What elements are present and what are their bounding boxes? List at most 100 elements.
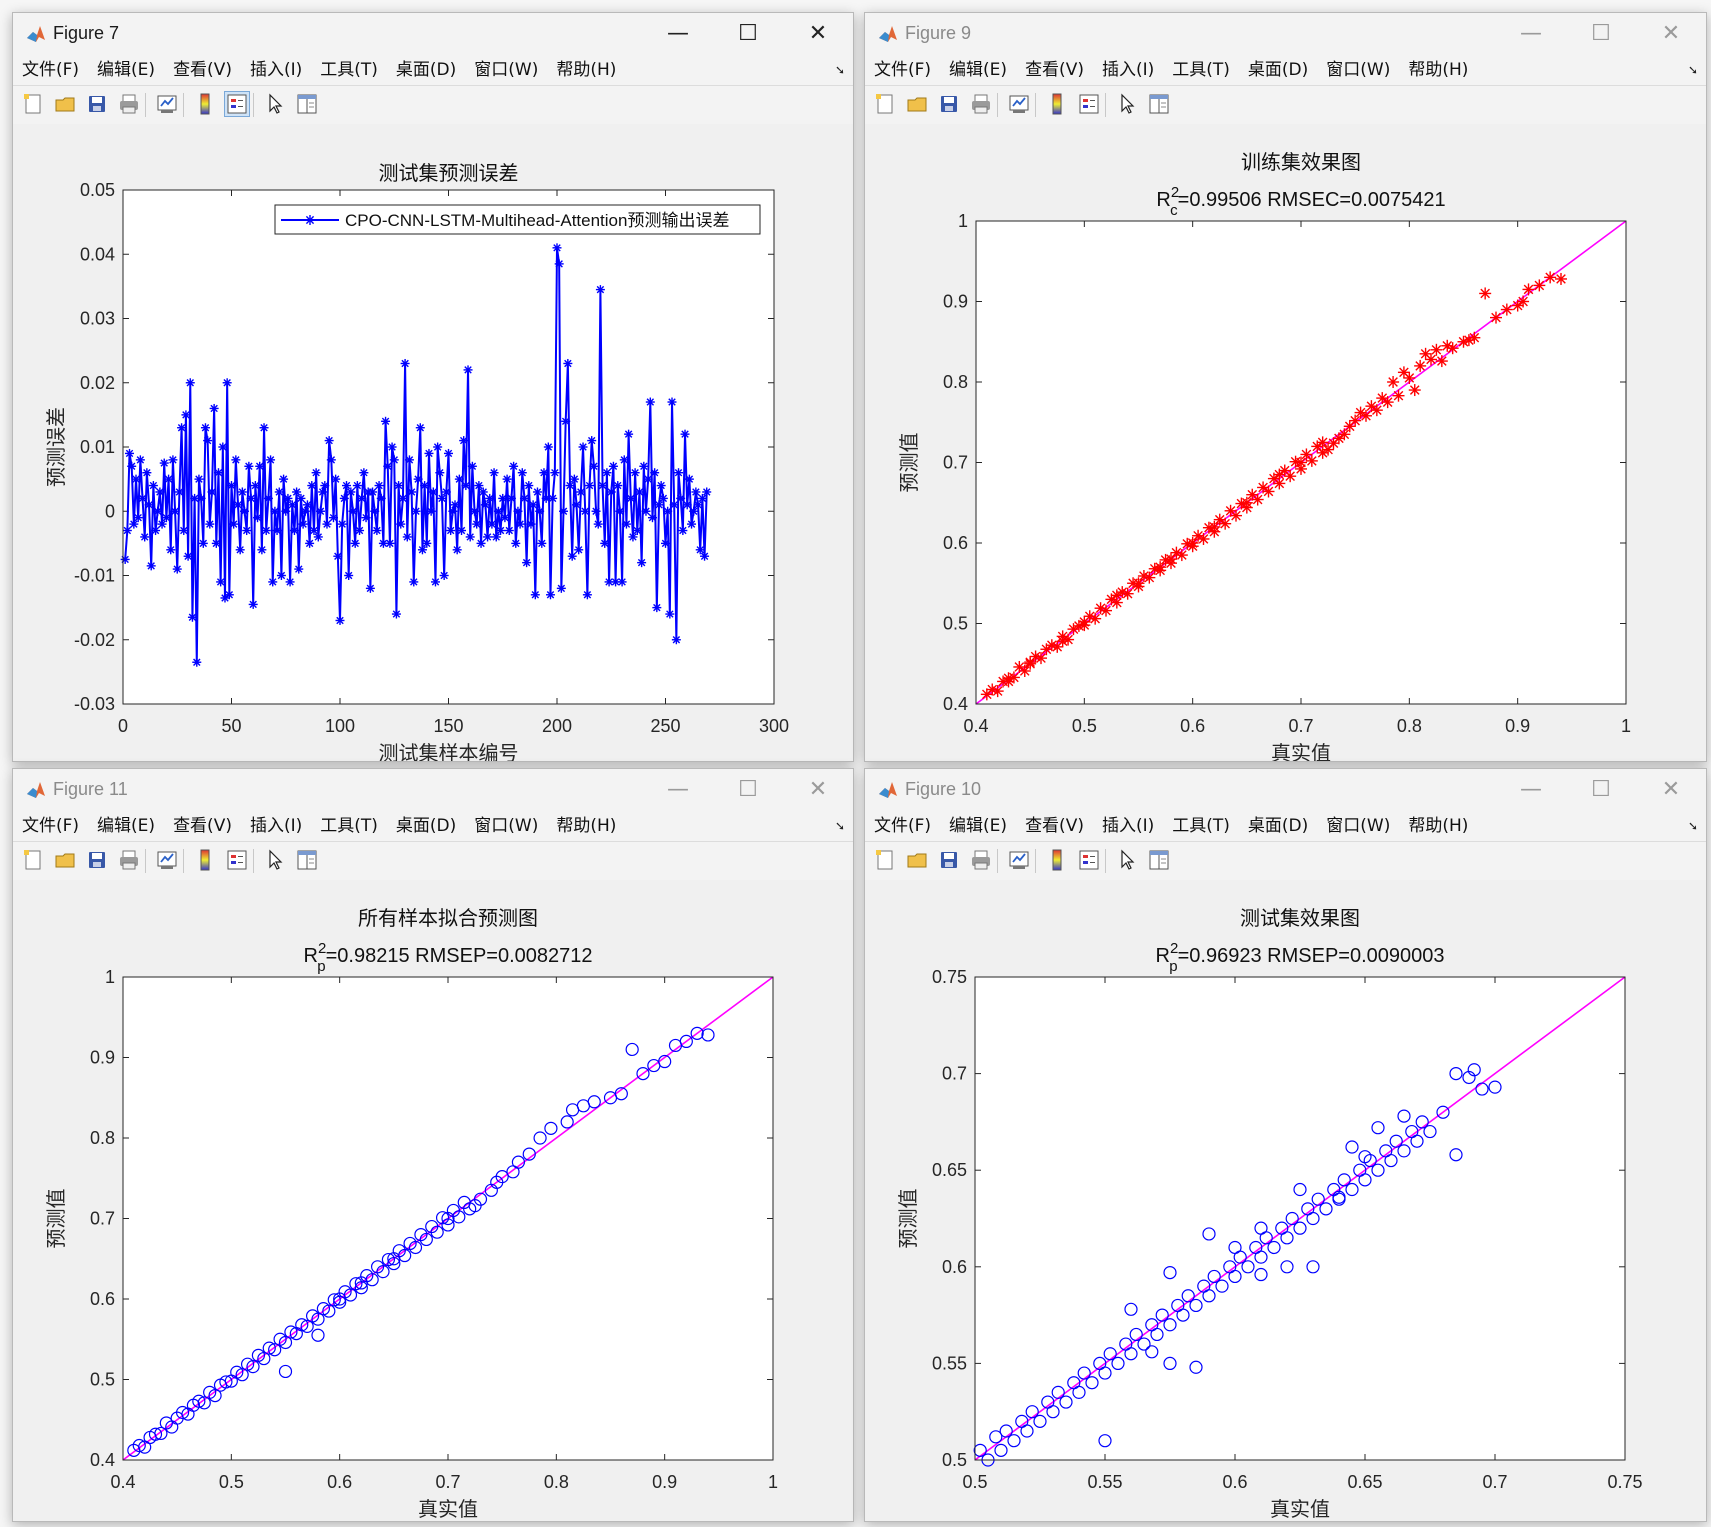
menu-item[interactable]: 帮助(H) [556,816,617,836]
menu-item[interactable]: 窗口(W) [1326,816,1391,836]
menu-item[interactable]: 桌面(D) [1247,816,1309,836]
menu-item[interactable]: 插入(I) [1101,60,1155,80]
menu-item[interactable]: 编辑(E) [97,60,156,80]
edit-plot-arrow-icon[interactable] [263,92,287,116]
menubar-overflow-icon[interactable]: ➘ [834,63,845,77]
menu-item[interactable]: 查看(V) [173,816,232,836]
menu-item[interactable]: 查看(V) [173,60,232,80]
menu-item[interactable]: 查看(V) [1025,60,1084,80]
property-inspector-icon[interactable] [295,848,319,872]
menu-item[interactable]: 窗口(W) [1326,60,1391,80]
menubar-overflow-icon[interactable]: ➘ [834,819,845,833]
print-icon[interactable] [117,92,141,116]
open-file-icon[interactable] [905,848,929,872]
figure-10-window[interactable]: Figure 10 — ☐ ✕ 文件(F) 编辑(E) 查看(V) 插入(I) 工具(T… [864,768,1707,1522]
menu-item[interactable]: 查看(V) [1025,816,1084,836]
minimize-button[interactable]: — [667,21,689,46]
minimize-button[interactable]: — [1520,21,1542,46]
save-icon[interactable] [85,848,109,872]
data-point-circle [1449,1148,1463,1162]
close-button[interactable]: ✕ [1661,777,1681,802]
maximize-button[interactable]: ☐ [738,21,758,46]
link-plot-icon[interactable] [1007,848,1031,872]
menu-item[interactable]: 编辑(E) [949,60,1008,80]
edit-plot-arrow-icon[interactable] [263,848,287,872]
link-plot-icon[interactable] [155,92,179,116]
figure-11-titlebar[interactable]: Figure 11 — ☐ ✕ [13,769,853,811]
menu-item[interactable]: 桌面(D) [395,60,457,80]
close-button[interactable]: ✕ [1661,21,1681,46]
new-figure-icon[interactable] [21,848,45,872]
minimize-button[interactable]: — [667,777,689,802]
print-icon[interactable] [117,848,141,872]
save-icon[interactable] [85,92,109,116]
menu-item[interactable]: 插入(I) [249,816,303,836]
menu-item[interactable]: 编辑(E) [949,816,1008,836]
data-point-asterisk [472,519,482,529]
property-inspector-icon[interactable] [295,92,319,116]
menu-item[interactable]: 文件(F) [22,60,80,80]
save-icon[interactable] [937,848,961,872]
menu-item[interactable]: 桌面(D) [395,816,457,836]
colorbar-icon[interactable] [1045,848,1069,872]
menu-item[interactable]: 帮助(H) [556,60,617,80]
menu-item[interactable]: 文件(F) [874,816,932,836]
open-file-icon[interactable] [53,848,77,872]
menu-item[interactable]: 文件(F) [22,816,80,836]
menu-item[interactable]: 桌面(D) [1247,60,1309,80]
edit-plot-arrow-icon[interactable] [1115,848,1139,872]
figure-10-titlebar[interactable]: Figure 10 — ☐ ✕ [865,769,1706,811]
close-button[interactable]: ✕ [808,21,828,46]
menu-item[interactable]: 工具(T) [1172,60,1230,80]
maximize-button[interactable]: ☐ [1591,777,1611,802]
menu-item[interactable]: 帮助(H) [1408,816,1469,836]
property-inspector-icon[interactable] [1147,848,1171,872]
colorbar-icon[interactable] [1045,92,1069,116]
menu-item[interactable]: 插入(I) [1101,816,1155,836]
legend-icon[interactable] [1077,848,1101,872]
menu-item[interactable]: 插入(I) [249,60,303,80]
menu-item[interactable]: 帮助(H) [1408,60,1469,80]
menu-item[interactable]: 工具(T) [1172,816,1230,836]
figure-9-titlebar[interactable]: Figure 9 — ☐ ✕ [865,13,1706,55]
menu-item[interactable]: 编辑(E) [97,816,156,836]
data-point-asterisk [211,538,221,548]
new-figure-icon[interactable] [21,92,45,116]
property-inspector-icon[interactable] [1147,92,1171,116]
colorbar-icon[interactable] [193,848,217,872]
close-button[interactable]: ✕ [808,777,828,802]
menubar-overflow-icon[interactable]: ➘ [1687,819,1698,833]
figure-11-window[interactable]: Figure 11 — ☐ ✕ 文件(F) 编辑(E) 查看(V) 插入(I) 工具(T… [12,768,854,1522]
y-tick-label: 0.7 [942,1064,967,1084]
menu-item[interactable]: 工具(T) [320,60,378,80]
menu-item[interactable]: 窗口(W) [474,60,539,80]
link-plot-icon[interactable] [155,848,179,872]
legend-icon[interactable] [224,91,250,117]
save-icon[interactable] [937,92,961,116]
menu-item[interactable]: 文件(F) [874,60,932,80]
figure-7-window[interactable]: Figure 7 — ☐ ✕ 文件(F) 编辑(E) 查看(V) 插入(I) 工具(T)… [12,12,854,762]
open-file-icon[interactable] [905,92,929,116]
data-point-asterisk [194,474,204,484]
figure-9-window[interactable]: Figure 9 — ☐ ✕ 文件(F) 编辑(E) 查看(V) 插入(I) 工具(T)… [864,12,1707,762]
data-point-asterisk [1100,604,1112,617]
print-icon[interactable] [969,92,993,116]
new-figure-icon[interactable] [873,848,897,872]
data-point-asterisk [1370,404,1383,417]
figure-7-titlebar[interactable]: Figure 7 — ☐ ✕ [13,13,853,55]
link-plot-icon[interactable] [1007,92,1031,116]
maximize-button[interactable]: ☐ [1591,21,1611,46]
legend-icon[interactable] [1077,92,1101,116]
legend-icon[interactable] [225,848,249,872]
edit-plot-arrow-icon[interactable] [1115,92,1139,116]
new-figure-icon[interactable] [873,92,897,116]
maximize-button[interactable]: ☐ [738,777,758,802]
colorbar-icon[interactable] [193,92,217,116]
x-tick-label: 0.55 [1087,1472,1122,1492]
open-file-icon[interactable] [53,92,77,116]
menu-item[interactable]: 窗口(W) [474,816,539,836]
minimize-button[interactable]: — [1520,777,1542,802]
print-icon[interactable] [969,848,993,872]
menubar-overflow-icon[interactable]: ➘ [1687,63,1698,77]
menu-item[interactable]: 工具(T) [320,816,378,836]
